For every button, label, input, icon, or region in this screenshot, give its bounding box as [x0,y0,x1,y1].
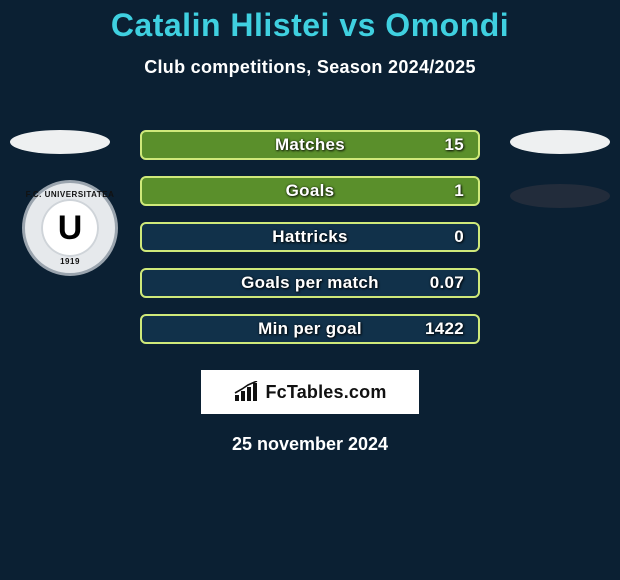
brand-box: FcTables.com [201,370,419,414]
crest-letter: U [41,199,99,257]
stat-value: 0.07 [430,273,464,293]
stat-label: Goals per match [241,273,379,293]
brand-text: FcTables.com [265,382,386,403]
player-left-placeholder [10,130,110,154]
stat-label: Matches [275,135,345,155]
stat-bar: Matches 15 [140,130,480,160]
page-title: Catalin Hlistei vs Omondi [0,0,620,43]
crest-ring: F.C. UNIVERSITATEA U 1919 [22,180,118,276]
footer-date: 25 november 2024 [0,434,620,455]
player-right-placeholder [510,130,610,154]
stat-bar: Hattricks 0 [140,222,480,252]
stat-bar: Goals per match 0.07 [140,268,480,298]
club-right-placeholder [510,184,610,208]
crest-year: 1919 [60,257,80,266]
stat-label: Hattricks [272,227,347,247]
stat-value: 1422 [425,319,464,339]
comparison-stage: F.C. UNIVERSITATEA U 1919 Matches 15 Goals… [0,110,620,370]
crest-top-text: F.C. UNIVERSITATEA [26,190,115,199]
stat-label: Min per goal [258,319,362,339]
stat-bar: Goals 1 [140,176,480,206]
brand-bars-icon [233,381,259,403]
club-left-crest: F.C. UNIVERSITATEA U 1919 [22,180,118,276]
stat-bar: Min per goal 1422 [140,314,480,344]
footer: FcTables.com 25 november 2024 [0,370,620,455]
stat-value: 0 [454,227,464,247]
stat-label: Goals [286,181,335,201]
stat-value: 15 [444,135,464,155]
subtitle: Club competitions, Season 2024/2025 [0,57,620,78]
stat-value: 1 [454,181,464,201]
stat-bars: Matches 15 Goals 1 Hattricks 0 Goals per match… [140,130,480,360]
